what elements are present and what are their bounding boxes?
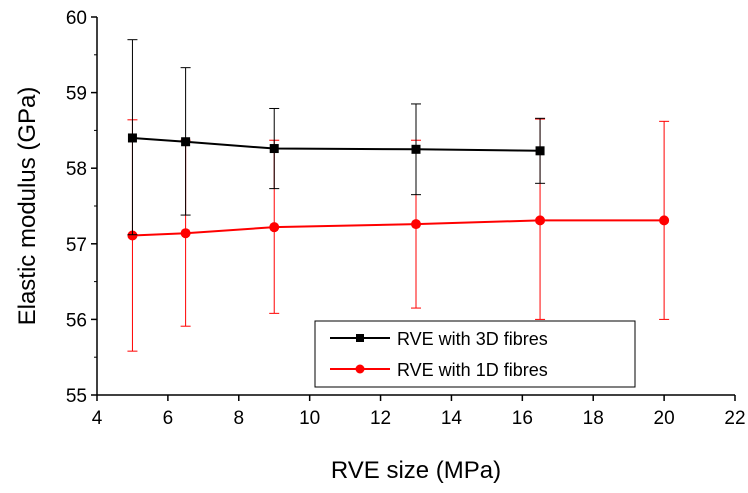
data-point [127,133,137,143]
series-0 [127,39,546,236]
x-tick-label: 20 [654,408,675,429]
data-point [269,222,280,233]
series-1 [127,118,670,352]
legend-marker-1d [355,364,365,374]
data-point [127,230,138,241]
legend-box [314,320,636,388]
legend: RVE with 3D fibres RVE with 1D fibres [314,320,636,388]
x-tick-label: 14 [441,408,463,429]
x-axis-title: RVE size (MPa) [331,457,501,484]
y-tick-label: 56 [66,310,87,331]
series-line [132,219,665,237]
legend-marker-3d [356,334,364,342]
x-tick-label: 16 [512,408,533,429]
data-point [535,146,545,156]
data-point [411,219,421,230]
y-tick-label: 60 [66,8,87,29]
data-point [269,144,279,154]
series-line [132,136,541,152]
x-axis-ticks: 4 6 8 10 12 14 16 18 20 22 [92,395,746,429]
data-point [411,144,421,154]
y-tick-label: 57 [66,235,87,256]
y-tick-label: 59 [66,84,87,105]
data-point [535,215,546,226]
data-point [180,228,191,239]
y-tick-label: 55 [66,386,87,407]
x-tick-label: 8 [233,408,244,429]
data-point [659,215,670,226]
x-tick-label: 12 [370,408,391,429]
data-point [181,137,191,147]
x-tick-label: 18 [583,408,604,429]
x-tick-label: 22 [724,408,745,429]
y-axis-ticks: 55 56 57 58 59 60 [66,8,97,407]
x-tick-label: 6 [163,408,174,429]
x-tick-label: 4 [92,408,103,429]
y-tick-label: 58 [66,159,87,180]
legend-label-1d: RVE with 1D fibres [397,360,548,380]
x-tick-label: 10 [299,408,320,429]
series-layer [127,39,670,352]
legend-label-3d: RVE with 3D fibres [397,329,548,349]
y-axis-title: Elastic modulus (GPa) [14,87,41,326]
